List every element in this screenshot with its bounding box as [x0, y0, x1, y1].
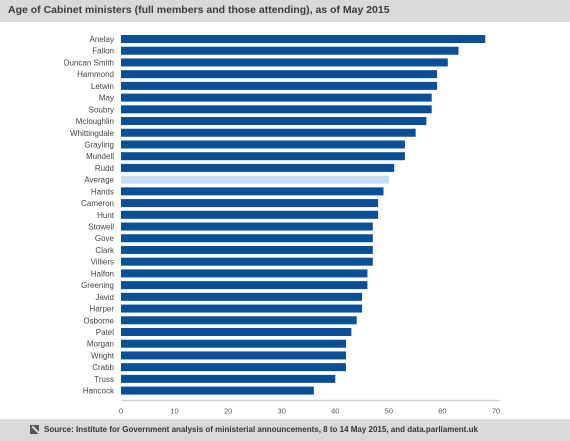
- category-label: Fallon: [92, 47, 114, 56]
- source-icon: [30, 425, 39, 434]
- category-label: Clark: [95, 246, 115, 255]
- category-label: Javid: [95, 293, 114, 302]
- source-text: Source: Institute for Government analysi…: [44, 425, 478, 434]
- bar-cameron: [121, 199, 379, 208]
- category-label: May: [99, 94, 114, 103]
- category-label: Mcloughlin: [76, 117, 114, 126]
- bar-duncan-smith: [121, 58, 448, 67]
- category-label: Wright: [91, 351, 115, 360]
- category-label: Morgan: [87, 340, 114, 349]
- bar-villiers: [121, 257, 373, 266]
- bar-letwin: [121, 81, 438, 90]
- bar-hands: [121, 187, 384, 196]
- category-label: Rudd: [95, 164, 114, 173]
- bar-stowell: [121, 222, 373, 231]
- bar-soubry: [121, 105, 432, 114]
- bar-anelay: [121, 35, 486, 43]
- bar-osborne: [121, 316, 357, 325]
- category-label: Whittingdale: [70, 129, 115, 138]
- bar-patel: [121, 328, 352, 336]
- header-bar: Age of Cabinet ministers (full members a…: [0, 0, 570, 22]
- bar-clark: [121, 245, 373, 254]
- x-tick-label: 50: [385, 406, 393, 415]
- category-label: Crabb: [92, 363, 114, 372]
- bar-wright: [121, 351, 346, 360]
- category-label: Patel: [96, 328, 114, 337]
- bar-truss: [121, 374, 336, 383]
- category-label: Cameron: [81, 199, 114, 208]
- category-label: Gove: [95, 234, 115, 243]
- bar-mundell: [121, 152, 405, 161]
- category-label: Mundell: [86, 152, 114, 161]
- bar-javid: [121, 292, 363, 301]
- bar-greening: [121, 281, 368, 290]
- category-label: Halfon: [91, 269, 114, 278]
- x-tick-label: 70: [492, 406, 500, 415]
- category-label: Hunt: [97, 211, 115, 220]
- chart-title: Age of Cabinet ministers (full members a…: [8, 4, 390, 16]
- category-label: Villiers: [91, 258, 114, 267]
- x-tick-label: 60: [438, 406, 446, 415]
- category-label: Truss: [94, 375, 114, 384]
- bar-hancock: [121, 386, 314, 395]
- category-label: Average: [84, 176, 114, 185]
- bar-halfon: [121, 269, 368, 278]
- x-tick-label: 30: [278, 406, 286, 415]
- category-label: Hands: [91, 187, 114, 196]
- category-label: Anelay: [90, 35, 114, 44]
- bar-hunt: [121, 210, 379, 219]
- bar-may: [121, 93, 432, 102]
- category-label: Greening: [81, 281, 114, 290]
- bar-mcloughlin: [121, 117, 427, 126]
- bar-chart: Anelay Fallon Duncan Smith Hammond Letwin May…: [0, 22, 570, 418]
- bar-fallon: [121, 46, 459, 55]
- bar-hammond: [121, 70, 438, 79]
- category-label: Letwin: [91, 82, 114, 91]
- category-label: Stowell: [88, 223, 114, 232]
- category-label: Osborne: [83, 316, 114, 325]
- x-tick-label: 0: [119, 406, 123, 415]
- category-label: Hammond: [77, 70, 114, 79]
- chart-svg: Anelay Fallon Duncan Smith Hammond Letwin May…: [64, 35, 500, 415]
- category-label: Grayling: [84, 140, 114, 149]
- bar-grayling: [121, 140, 405, 149]
- bar-whittingdale: [121, 128, 416, 137]
- category-label: Harper: [90, 305, 115, 314]
- bar-gove: [121, 234, 373, 243]
- bar-rudd: [121, 163, 395, 172]
- bar-harper: [121, 304, 363, 313]
- bar-morgan: [121, 339, 346, 348]
- x-tick-label: 20: [224, 406, 232, 415]
- bar-average: [121, 175, 389, 184]
- x-tick-label: 10: [170, 406, 178, 415]
- x-tick-label: 40: [331, 406, 339, 415]
- category-label: Soubry: [89, 105, 114, 114]
- category-label: Hancock: [83, 387, 115, 396]
- category-label: Duncan Smith: [64, 58, 114, 67]
- bar-crabb: [121, 363, 346, 372]
- footer-bar: Source: Institute for Government analysi…: [0, 419, 570, 441]
